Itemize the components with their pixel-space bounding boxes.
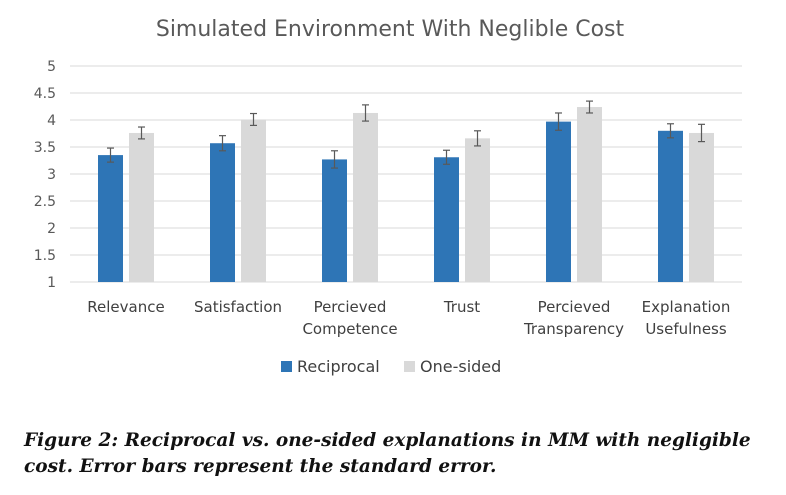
error-bar [331,150,338,169]
bars [98,107,714,283]
bar-one-sided-4 [577,107,602,282]
error-bar [138,126,145,140]
error-bar [443,149,450,165]
legend: Reciprocal One-sided [281,357,501,376]
y-tick-label: 4.5 [34,86,56,102]
category-label: Usefulness [645,320,727,338]
bar-reciprocal-0 [98,155,123,282]
bar-one-sided-5 [689,132,714,282]
bar-one-sided-2 [353,112,378,282]
error-bar [474,130,481,147]
error-bars [107,100,705,169]
category-label: Percieved [538,298,611,316]
x-axis-categories: Relevance Satisfaction Percieved Competence… [87,298,730,338]
category-label: Transparency [523,320,624,338]
category-label: Relevance [87,298,164,316]
bar-one-sided-0 [129,132,154,282]
category-label: Trust [443,298,480,316]
error-bar [586,100,593,114]
error-bar [219,135,226,152]
category-label: Percieved [314,298,387,316]
bar-reciprocal-2 [322,159,347,282]
bar-one-sided-1 [241,119,266,283]
legend-item-one-sided: One-sided [404,357,501,376]
bar-reciprocal-3 [434,157,459,282]
category-label: Satisfaction [194,298,282,316]
legend-swatch [404,361,415,372]
bar-reciprocal-1 [210,143,235,282]
figure-caption: Figure 2: Reciprocal vs. one-sided expla… [24,430,751,477]
y-tick-label: 3.5 [34,140,56,156]
legend-label: One-sided [420,357,501,376]
error-bar [107,147,114,163]
bar-one-sided-3 [465,138,490,282]
bar-reciprocal-5 [658,130,683,282]
legend-swatch [281,361,292,372]
chart-title: Simulated Environment With Neglible Cost [156,17,625,42]
bar-chart: Simulated Environment With Neglible Cost… [34,17,742,376]
error-bar [698,123,705,143]
y-tick-label: 2 [47,221,56,237]
y-axis-ticks: 1 1.5 2 2.5 3 3.5 4 4.5 5 [34,59,56,291]
error-bar [555,112,562,131]
category-label: Competence [302,320,397,338]
legend-label: Reciprocal [297,357,380,376]
gridlines [70,65,742,283]
category-label: Explanation [642,298,731,316]
y-tick-label: 3 [47,167,56,183]
y-tick-label: 5 [47,59,56,75]
y-tick-label: 1.5 [34,248,56,264]
bar-reciprocal-4 [546,121,571,283]
error-bar [362,104,369,122]
y-tick-label: 4 [47,113,56,129]
legend-item-reciprocal: Reciprocal [281,357,380,376]
y-tick-label: 2.5 [34,194,56,210]
error-bar [667,123,674,139]
error-bar [250,112,257,127]
y-tick-label: 1 [47,275,56,291]
